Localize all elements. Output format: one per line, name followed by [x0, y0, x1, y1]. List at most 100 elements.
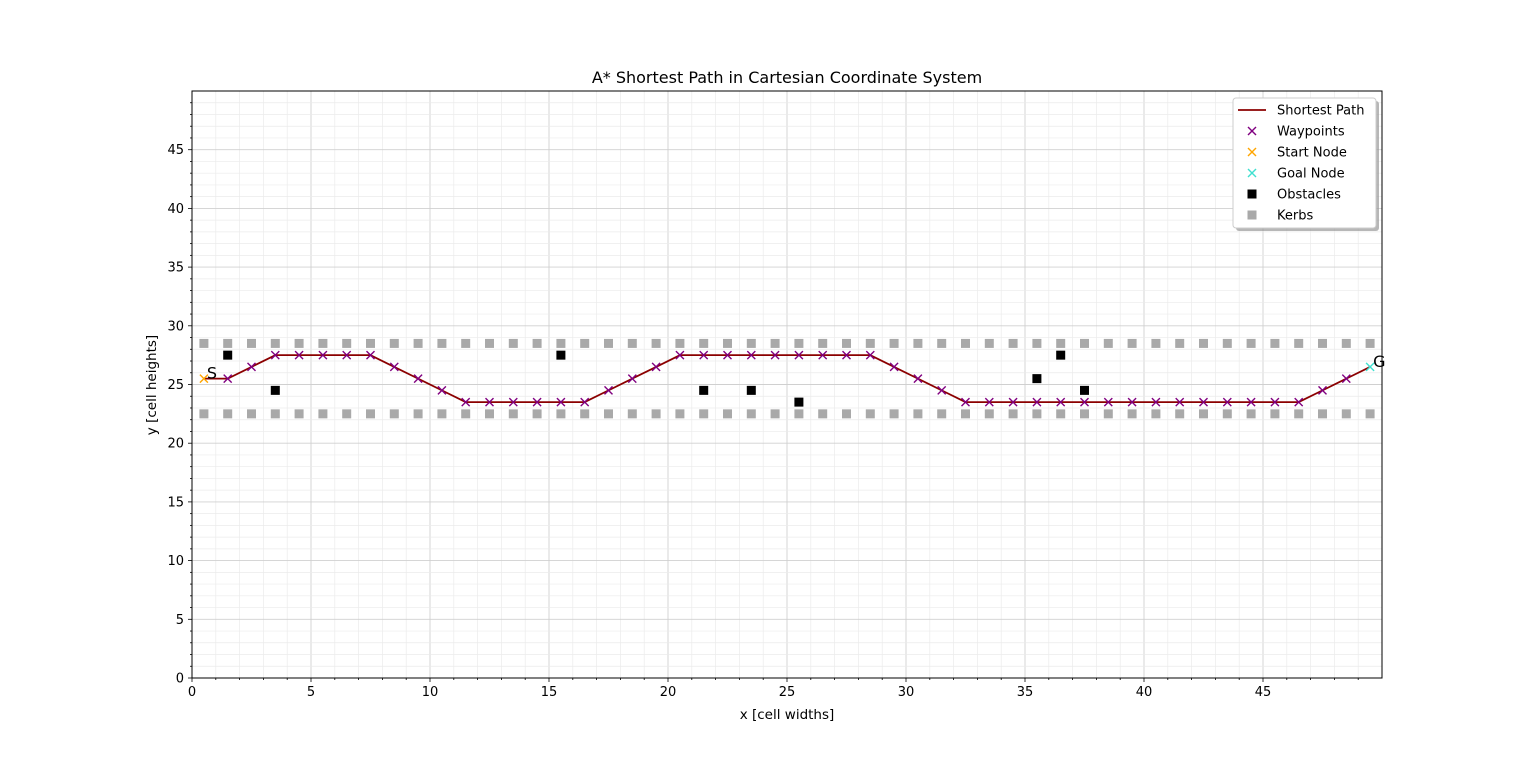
kerb-marker — [770, 338, 780, 348]
legend-label: Goal Node — [1277, 167, 1345, 182]
kerb-marker — [1222, 338, 1232, 348]
kerb-marker — [1341, 409, 1351, 419]
marker-stroke — [1247, 168, 1257, 178]
x-tick-label: 30 — [898, 685, 915, 700]
x-tick-label: 45 — [1255, 685, 1272, 700]
marker-stroke — [1032, 397, 1042, 407]
obstacle-marker — [699, 385, 709, 395]
waypoint-marker — [485, 397, 494, 407]
marker-stroke — [651, 362, 661, 372]
marker-stroke — [1294, 397, 1304, 407]
kerb-marker — [889, 338, 899, 348]
kerb-marker — [1151, 409, 1161, 419]
kerb-marker — [675, 338, 685, 348]
goal-node-marker — [1365, 362, 1375, 372]
marker-stroke — [818, 350, 828, 360]
y-tick-label: 20 — [167, 437, 184, 452]
marker-stroke — [984, 397, 994, 407]
obstacle-marker — [1080, 385, 1089, 395]
kerb-marker — [651, 338, 661, 348]
legend-label: Kerbs — [1277, 209, 1313, 224]
kerb-marker — [1246, 338, 1256, 348]
kerb-marker — [556, 338, 566, 348]
kerb-marker — [1199, 338, 1208, 348]
kerb-marker — [270, 338, 280, 348]
waypoint-marker — [1294, 397, 1304, 407]
kerb-marker — [413, 409, 423, 419]
path-layer — [203, 354, 1371, 404]
y-axis-label: y [cell heights] — [144, 335, 160, 435]
waypoint-marker — [1103, 397, 1113, 407]
legend-item: Kerbs — [1247, 209, 1313, 224]
marker-stroke — [794, 350, 804, 360]
kerb-marker — [508, 409, 518, 419]
kerb-marker — [818, 409, 828, 419]
kerb-marker — [675, 409, 685, 419]
marker-stroke — [580, 397, 590, 407]
kerb-marker — [913, 409, 923, 419]
kerb-marker — [1151, 338, 1161, 348]
obstacle-marker — [1056, 350, 1066, 360]
kerb-marker — [294, 338, 304, 348]
kerb-marker — [1008, 409, 1018, 419]
waypoint-marker — [842, 350, 851, 360]
legend-box — [1232, 97, 1377, 229]
marker-stroke — [485, 397, 494, 407]
kerb-marker — [627, 409, 637, 419]
waypoint-marker — [913, 374, 923, 384]
marker-stroke — [1318, 385, 1327, 395]
kerb-marker — [1365, 338, 1375, 348]
y-tick-label: 25 — [167, 378, 184, 393]
kerb-marker — [1103, 338, 1113, 348]
legend-item: Waypoints — [1247, 125, 1345, 140]
kerb-marker — [1294, 338, 1304, 348]
waypoint-marker — [366, 350, 375, 360]
waypoint-marker — [508, 397, 518, 407]
marker-stroke — [223, 374, 233, 384]
kerb-marker — [1175, 338, 1185, 348]
kerb-marker — [961, 338, 970, 348]
legend-x-swatch — [1247, 147, 1257, 157]
obstacles-layer — [223, 350, 1089, 407]
kerb-marker — [746, 338, 756, 348]
marker-stroke — [627, 374, 637, 384]
kerb-marker — [746, 409, 756, 419]
kerb-marker — [818, 338, 828, 348]
waypoint-marker — [270, 350, 280, 360]
kerb-marker — [627, 338, 637, 348]
legend-label: Waypoints — [1277, 125, 1345, 140]
marker-stroke — [389, 362, 399, 372]
grid-layer — [191, 91, 1382, 679]
kerb-marker — [961, 409, 970, 419]
waypoint-marker — [651, 362, 661, 372]
marker-stroke — [675, 350, 685, 360]
waypoint-marker — [604, 385, 613, 395]
x-tick-label: 35 — [1017, 685, 1034, 700]
kerb-marker — [699, 338, 709, 348]
waypoint-marker — [318, 350, 328, 360]
kerb-marker — [1056, 409, 1066, 419]
kerb-marker — [1032, 338, 1042, 348]
marker-stroke — [366, 350, 375, 360]
waypoint-marker — [1199, 397, 1208, 407]
kerb-marker — [270, 409, 280, 419]
marker-stroke — [461, 397, 471, 407]
x-axis-label: x [cell widths] — [740, 707, 835, 723]
y-tick-label: 40 — [167, 202, 184, 217]
kerb-marker — [937, 338, 947, 348]
markers-layer — [199, 350, 1375, 407]
marker-stroke — [270, 350, 280, 360]
legend-x-swatch — [1247, 168, 1257, 178]
marker-stroke — [1175, 397, 1185, 407]
kerb-marker — [389, 409, 399, 419]
marker-stroke — [723, 350, 732, 360]
kerb-marker — [604, 409, 613, 419]
marker-stroke — [961, 397, 970, 407]
kerb-marker — [342, 409, 352, 419]
waypoint-marker — [1008, 397, 1018, 407]
kerb-marker — [342, 338, 352, 348]
legend-label: Obstacles — [1277, 188, 1341, 203]
kerb-marker — [1103, 409, 1113, 419]
kerb-marker — [1127, 338, 1137, 348]
marker-stroke — [1365, 362, 1375, 372]
